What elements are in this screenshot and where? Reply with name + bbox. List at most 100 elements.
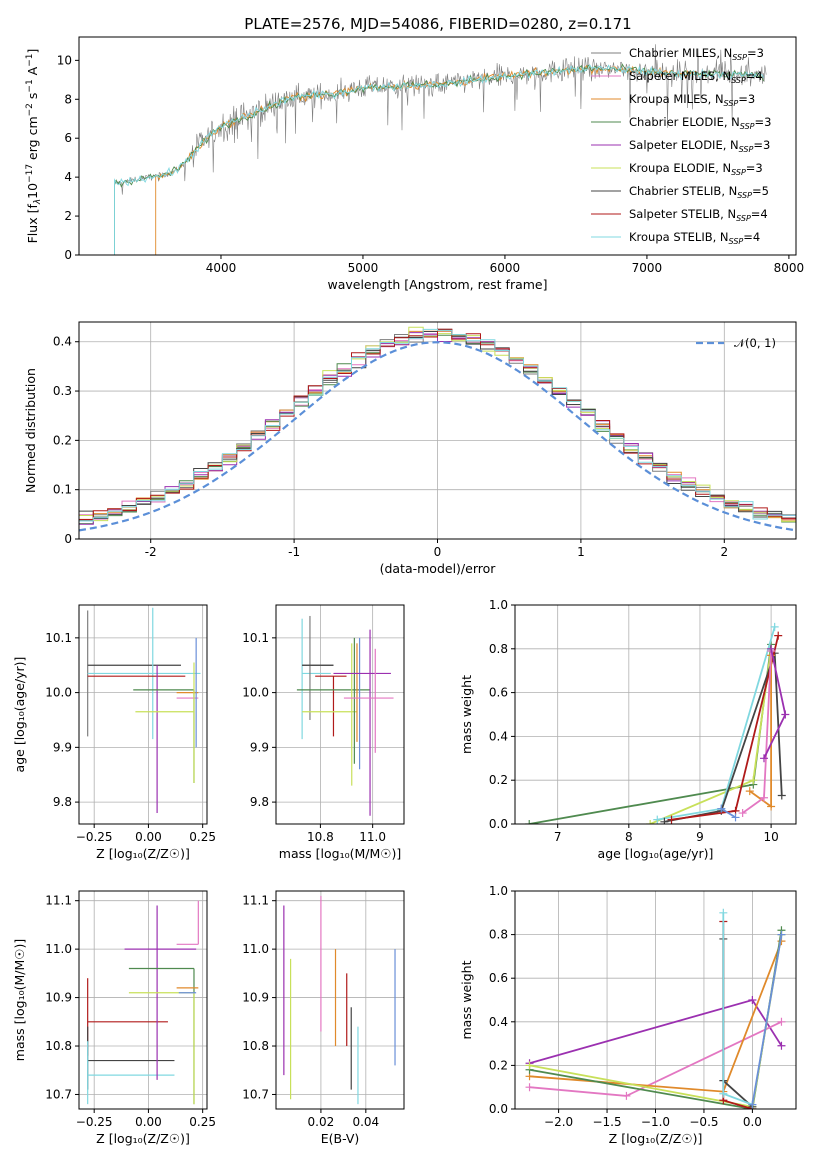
- legend-entry: 𝒩(0, 1): [734, 336, 776, 350]
- series-marker: [759, 754, 768, 763]
- x-tick-label: 8000: [774, 261, 805, 275]
- x-axis-label: E(B-V): [321, 1131, 360, 1146]
- series-marker: [749, 776, 758, 785]
- spectrum-model: [114, 63, 764, 255]
- x-axis-label: wavelength [Angstrom, rest frame]: [327, 277, 547, 292]
- x-tick-label: -1: [288, 545, 300, 559]
- legend-text: Chabrier STELIB, N: [629, 184, 737, 198]
- legend-sub: SSP: [732, 53, 747, 62]
- x-tick-label: −0.25: [76, 830, 113, 844]
- x-axis-label: Z [log₁₀(Z/Z☉)]: [609, 1131, 703, 1146]
- series-line: [529, 644, 772, 824]
- axes-frame: [514, 604, 797, 825]
- legend-entry: Kroupa MILES, NSSP=3: [629, 92, 755, 108]
- y-tick-label: 0.8: [489, 642, 508, 656]
- y-tick-label: 0.2: [489, 773, 508, 787]
- axes-frame: [78, 604, 208, 825]
- x-axis-label: (data-model)/error: [380, 561, 497, 576]
- x-axis-label: mass [log₁₀(M/M☉)]: [279, 846, 401, 861]
- x-tick-label: 0: [434, 545, 442, 559]
- y-tick-label: 9.9: [250, 740, 269, 754]
- series-marker: [660, 817, 669, 824]
- legend-tail: =3: [738, 92, 755, 106]
- y-axis-label-part: −17: [25, 164, 35, 183]
- axes-frame: [78, 36, 797, 256]
- series-marker: [653, 815, 662, 824]
- axes-age_vs_mass: 10.8 11.0 9.8 9.9 10.0 10.1 mass [log₁₀(M/M☉)]: [242, 604, 405, 861]
- legend-entry: Chabrier ELODIE, NSSP=3: [629, 115, 771, 131]
- plot-area: [79, 326, 796, 532]
- legend-tail: =3: [747, 46, 764, 60]
- y-axis-label: age [log₁₀(age/yr)]: [12, 657, 27, 773]
- x-tick-label: 5000: [348, 261, 379, 275]
- plot-area: [87, 900, 199, 1105]
- x-tick-label: −2.0: [544, 1115, 573, 1129]
- y-tick-label: 9.9: [53, 740, 72, 754]
- y-tick-label: 10.1: [242, 631, 269, 645]
- series-marker: [525, 820, 534, 824]
- spectrum-observed: [114, 44, 767, 195]
- x-tick-label: −1.0: [641, 1115, 670, 1129]
- series-marker: [777, 1041, 786, 1050]
- axes-massweight_vs_age: 7 8 9 10 0.0 0.2 0.4 0.6 0.8 1.0 age [log₁₀(age/yr…: [459, 598, 797, 861]
- y-tick-label: 9.8: [53, 795, 72, 809]
- x-axis-label: Z [log₁₀(Z/Z☉)]: [96, 846, 190, 861]
- y-tick-label: 11.1: [242, 894, 269, 908]
- x-axis-label: age [log₁₀(age/yr)]: [598, 846, 714, 861]
- x-tick-label: 11.0: [359, 830, 386, 844]
- series-marker: [748, 996, 757, 1004]
- series-marker: [777, 791, 786, 800]
- legend-sub: SSP: [724, 99, 739, 108]
- y-tick-label: 10.9: [45, 991, 72, 1005]
- x-tick-label: 9: [696, 830, 704, 844]
- y-tick-label: 0.3: [53, 384, 72, 398]
- y-tick-label: 10.9: [242, 991, 269, 1005]
- x-tick-label: 0.04: [352, 1115, 379, 1129]
- y-axis-label-part: 10: [25, 183, 40, 199]
- legend-tail: =4: [743, 230, 760, 244]
- series-marker: [781, 710, 790, 719]
- legend-text: Chabrier MILES, N: [629, 46, 732, 60]
- y-tick-label: 0.4: [489, 729, 508, 743]
- x-tick-label: 8: [625, 830, 633, 844]
- y-axis-label-part: erg cm: [25, 116, 40, 164]
- series-line: [722, 912, 753, 1106]
- y-tick-label: 10.7: [242, 1087, 269, 1101]
- x-tick-label: 10.8: [307, 830, 334, 844]
- y-tick-label: 10: [57, 53, 72, 67]
- x-tick-label: 2: [720, 545, 728, 559]
- y-tick-label: 0: [64, 532, 72, 546]
- y-tick-label: 0.0: [489, 1102, 508, 1116]
- legend-entry: Salpeter ELODIE, NSSP=3: [629, 138, 770, 154]
- x-tick-label: −0.25: [76, 1115, 113, 1129]
- legend-entry: Chabrier STELIB, NSSP=5: [629, 184, 769, 200]
- y-tick-label: 10.8: [45, 1039, 72, 1053]
- y-tick-label: 0.6: [489, 971, 508, 985]
- legend-tail: =3: [755, 115, 772, 129]
- y-tick-label: 10.8: [242, 1039, 269, 1053]
- x-tick-label: 6000: [490, 261, 521, 275]
- legend-entry: Salpeter MILES, NSSP=4: [629, 69, 763, 85]
- axes-massweight_vs_Z: −2.0 −1.5 −1.0 −0.5 0.0 0.0 0.2 0.4 0.6 0.8 1.0 Z […: [459, 884, 797, 1146]
- series-marker: [745, 787, 754, 796]
- x-axis-label: Z [log₁₀(Z/Z☉)]: [96, 1131, 190, 1146]
- x-tick-label: 0.25: [189, 1115, 216, 1129]
- x-tick-label: 0.0: [743, 1115, 762, 1129]
- series-marker: [774, 631, 783, 640]
- legend-text: Kroupa MILES, N: [629, 92, 724, 106]
- y-tick-label: 10.7: [45, 1087, 72, 1101]
- legend-sub: SSP: [731, 168, 746, 177]
- legend-text: Salpeter MILES, N: [629, 69, 731, 83]
- legend-tail: =3: [753, 138, 770, 152]
- normal-curve: [79, 341, 796, 532]
- x-tick-label: 0.25: [189, 830, 216, 844]
- series-marker: [731, 813, 740, 822]
- y-axis-label-part: λ: [33, 199, 43, 205]
- y-axis-label: Normed distribution: [23, 368, 38, 493]
- axes-mass_vs_EBV: 0.02 0.04 10.7 10.8 10.9 11.0 11.1 E(B-V): [242, 890, 405, 1146]
- series-marker: [767, 644, 776, 653]
- plot-area: [525, 908, 786, 1109]
- legend-sub: SSP: [737, 191, 752, 200]
- legend-text: Salpeter STELIB, N: [629, 207, 736, 221]
- x-tick-label: 1: [577, 545, 585, 559]
